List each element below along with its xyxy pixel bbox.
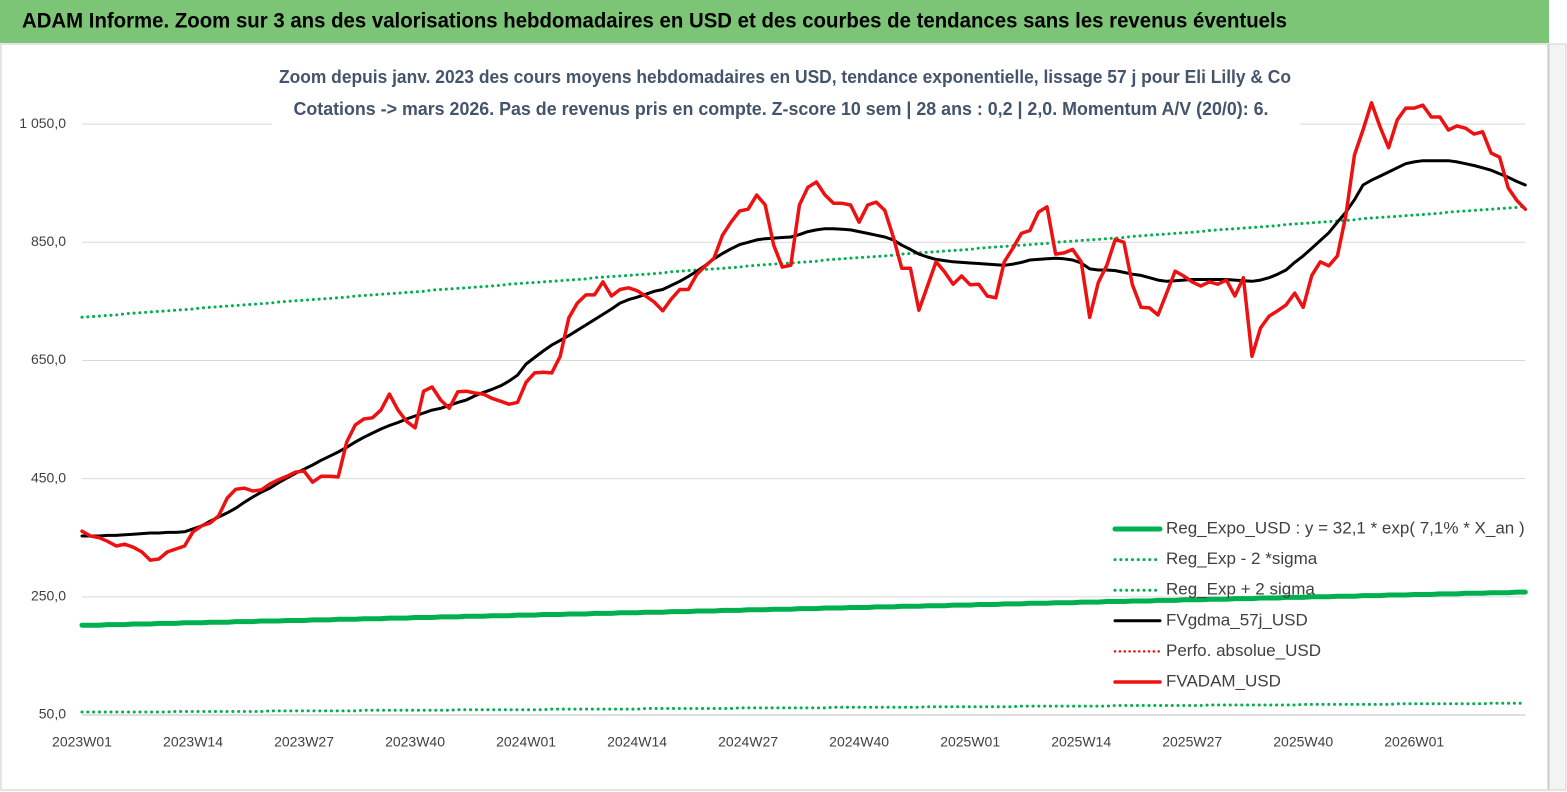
series-line bbox=[80, 159, 1527, 538]
series-line bbox=[79, 589, 1528, 628]
y-tick-label: 250,0 bbox=[31, 588, 66, 604]
legend-label: Perfo. absolue_USD bbox=[1166, 641, 1321, 660]
x-tick-label: 2025W14 bbox=[1051, 734, 1111, 750]
side-strip bbox=[1548, 43, 1567, 791]
x-tick-label: 2023W40 bbox=[385, 734, 445, 750]
x-tick-label: 2024W01 bbox=[496, 734, 556, 750]
y-tick-label: 650,0 bbox=[31, 351, 66, 367]
y-tick-label: 1 050,0 bbox=[19, 115, 66, 131]
x-tick-label: 2023W27 bbox=[274, 734, 334, 750]
title-box bbox=[272, 62, 1300, 128]
series-line bbox=[80, 204, 1527, 319]
y-tick-label: 50,0 bbox=[39, 706, 66, 722]
legend-label: Reg_Expo_USD : y = 32,1 * exp( 7,1% * X_… bbox=[1166, 518, 1525, 537]
series-line bbox=[80, 101, 1528, 562]
y-tick-label: 850,0 bbox=[31, 233, 66, 249]
legend-label: FVgdma_57j_USD bbox=[1166, 610, 1308, 629]
x-tick-label: 2024W14 bbox=[607, 734, 667, 750]
page-title: ADAM Informe. Zoom sur 3 ans des valoris… bbox=[22, 10, 1287, 33]
banner bbox=[0, 0, 1549, 43]
legend-label: FVADAM_USD bbox=[1166, 671, 1281, 690]
x-tick-label: 2025W01 bbox=[940, 734, 1000, 750]
x-tick-label: 2026W01 bbox=[1384, 734, 1444, 750]
chart-title: Zoom depuis janv. 2023 des cours moyens … bbox=[279, 67, 1291, 87]
legend-label: Reg_Exp - 2 *sigma bbox=[1166, 549, 1318, 568]
chart-frame bbox=[0, 43, 1549, 791]
x-tick-label: 2025W40 bbox=[1273, 734, 1333, 750]
grid-layer: 50,0 250,0 450,0 650,0 850,0 1 050,0 2023W01 20… bbox=[19, 115, 1526, 750]
chart-subtitle: Cotations -> mars 2026. Pas de revenus p… bbox=[294, 99, 1269, 119]
x-tick-label: 2023W14 bbox=[163, 734, 223, 750]
y-tick-label: 450,0 bbox=[31, 469, 66, 485]
series-layer bbox=[79, 101, 1528, 714]
x-tick-label: 2024W40 bbox=[829, 734, 889, 750]
legend: Reg_Expo_USD : y = 32,1 * exp( 7,1% * X_… bbox=[1112, 518, 1525, 690]
x-tick-label: 2023W01 bbox=[52, 734, 112, 750]
x-tick-label: 2025W27 bbox=[1162, 734, 1222, 750]
legend-label: Reg_Exp + 2 sigma bbox=[1166, 580, 1315, 599]
x-tick-label: 2024W27 bbox=[718, 734, 778, 750]
